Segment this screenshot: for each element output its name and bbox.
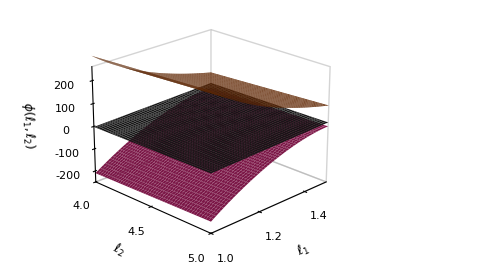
X-axis label: $\ell_1$: $\ell_1$ (294, 240, 312, 260)
Y-axis label: $\ell_2$: $\ell_2$ (110, 240, 128, 260)
